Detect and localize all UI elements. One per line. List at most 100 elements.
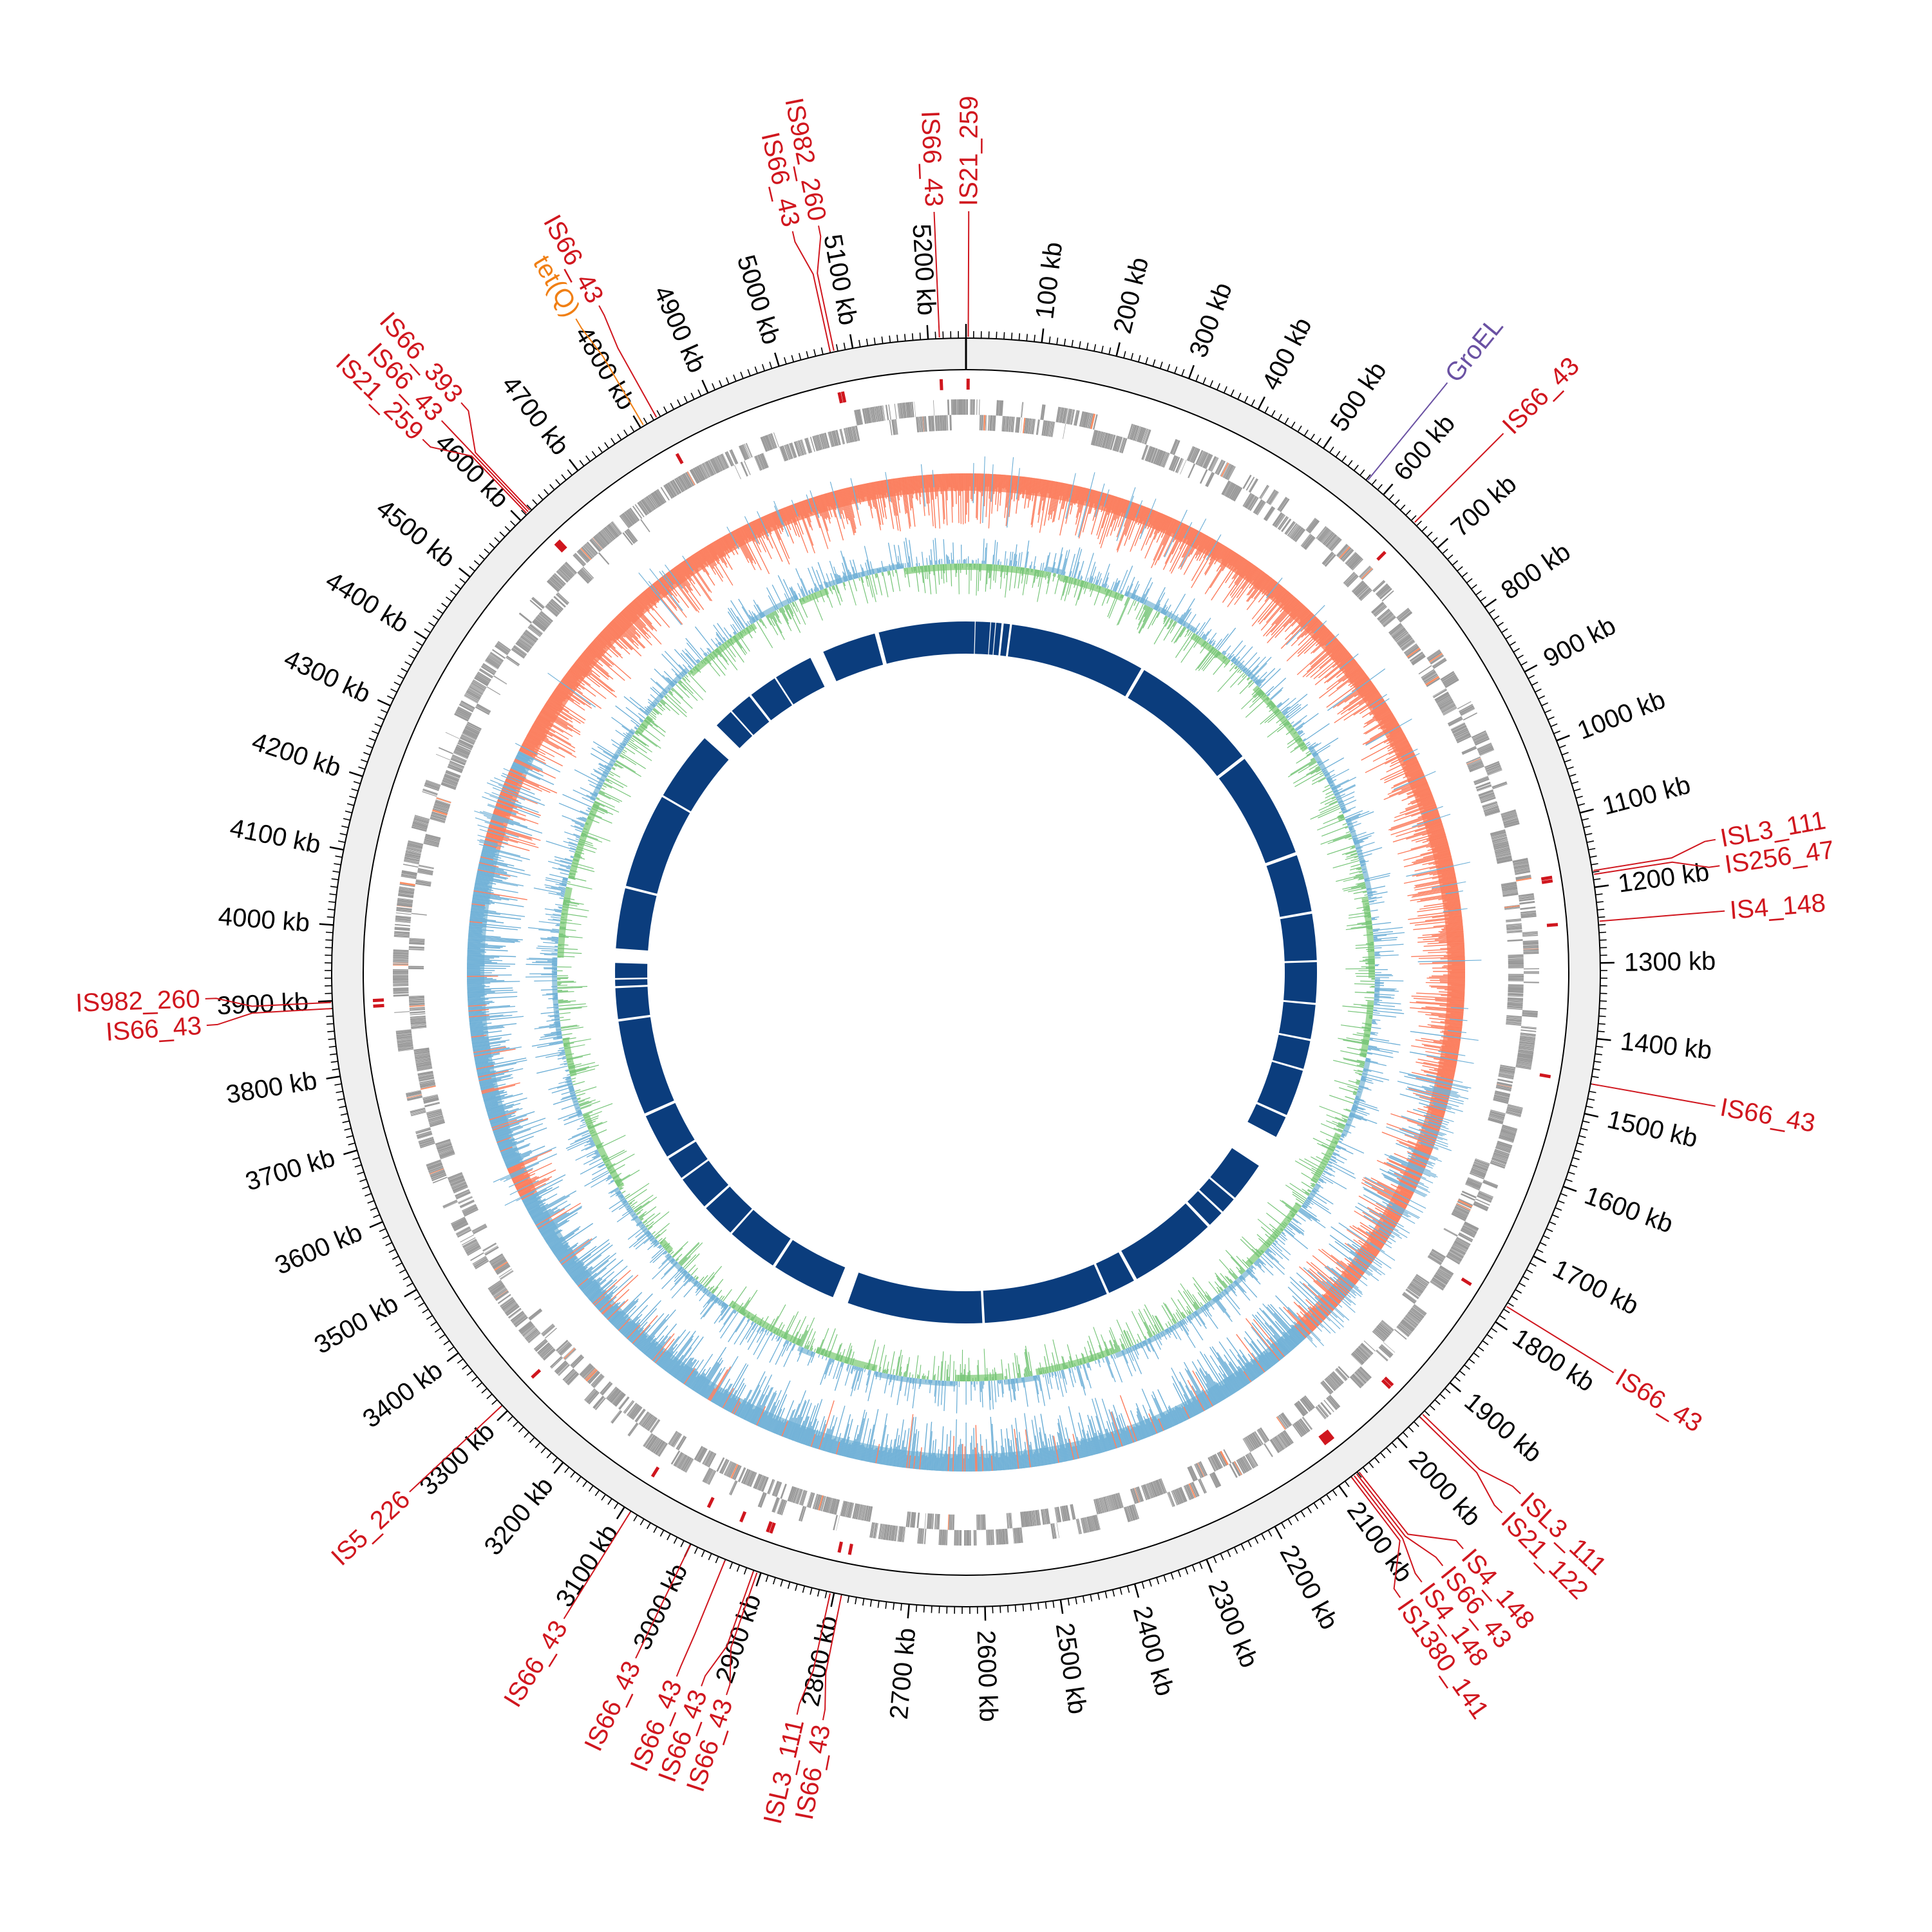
tick-label: 400 kb bbox=[1256, 313, 1317, 395]
tick-label: 2000 kb bbox=[1403, 1445, 1486, 1531]
is-element-mark bbox=[769, 1522, 776, 1534]
tick-label: 4400 kb bbox=[321, 566, 413, 638]
is-element-mark bbox=[939, 379, 943, 390]
annotation-connector bbox=[1422, 1414, 1521, 1495]
genomic-block bbox=[1008, 624, 1142, 697]
tick-label: 1900 kb bbox=[1459, 1387, 1547, 1468]
is-element-mark bbox=[1325, 1429, 1335, 1441]
tick-label: 1300 kb bbox=[1624, 947, 1716, 977]
tick-label: 4900 kb bbox=[648, 281, 711, 377]
tick-label: 2100 kb bbox=[1341, 1497, 1418, 1587]
genomic-block bbox=[716, 712, 753, 748]
tick-label: 1800 kb bbox=[1508, 1323, 1600, 1397]
gc-content-high-spikes bbox=[526, 537, 1405, 1414]
genomic-block bbox=[615, 963, 648, 978]
annotation-connector bbox=[1414, 433, 1504, 523]
annotation-connector bbox=[1358, 1472, 1464, 1549]
tick-label: 2500 kb bbox=[1050, 1621, 1092, 1716]
tick-label: 5000 kb bbox=[732, 252, 786, 348]
is-element-mark bbox=[1376, 551, 1387, 561]
tick-label: 3800 kb bbox=[224, 1066, 319, 1110]
genomic-block bbox=[1283, 962, 1318, 1003]
is-element-mark bbox=[555, 540, 566, 551]
annotation-connector bbox=[796, 1593, 831, 1715]
tick-label: 2700 kb bbox=[885, 1627, 922, 1721]
cds-reverse-strand bbox=[408, 415, 1524, 1530]
is-element-mark bbox=[739, 1511, 747, 1523]
is-element-mark bbox=[840, 391, 847, 403]
annotation-connector bbox=[1591, 1083, 1716, 1107]
genomic-block bbox=[878, 621, 966, 664]
genomic-block bbox=[683, 1160, 728, 1207]
is-element-label: IS5_226 bbox=[326, 1485, 415, 1571]
annotation-connector bbox=[409, 1405, 502, 1493]
annotation-connector bbox=[206, 1008, 332, 1027]
is-element-mark bbox=[1323, 1431, 1332, 1442]
genomic-block bbox=[776, 658, 825, 705]
is-element-mark bbox=[837, 1541, 843, 1553]
genomic-block bbox=[1199, 1179, 1234, 1212]
ideogram-ring bbox=[331, 337, 1601, 1607]
tick-label: 1700 kb bbox=[1548, 1255, 1643, 1321]
is-element-label: IS66_43 bbox=[1611, 1363, 1707, 1438]
genomic-block bbox=[615, 979, 648, 987]
genomic-block bbox=[706, 1186, 752, 1233]
tick-label: 4800 kb bbox=[569, 321, 641, 415]
tick-label: 4000 kb bbox=[217, 902, 310, 938]
genomic-block bbox=[775, 1240, 846, 1298]
genomic-block bbox=[616, 888, 657, 951]
is-element-mark bbox=[848, 1543, 853, 1555]
annotation-connector bbox=[1419, 1416, 1503, 1513]
tick-label: 4500 kb bbox=[371, 494, 460, 573]
annotation-connector bbox=[1356, 1473, 1444, 1567]
is-element-mark bbox=[1541, 879, 1553, 884]
genomic-block bbox=[1279, 1001, 1316, 1039]
is-element-label: IS66_43 bbox=[1718, 1093, 1817, 1137]
is-element-label: IS66_43 bbox=[1497, 352, 1585, 440]
tick-label: 1000 kb bbox=[1573, 685, 1669, 745]
annotation-connector bbox=[1506, 1305, 1615, 1374]
ideogram-band bbox=[332, 338, 1600, 1607]
tick-label: 600 kb bbox=[1388, 409, 1461, 486]
annotation-connector bbox=[676, 1560, 726, 1677]
annotation-connector bbox=[460, 402, 531, 511]
gc-content-track bbox=[526, 537, 1405, 1414]
genomic-block bbox=[1218, 759, 1296, 864]
tick-label: 3600 kb bbox=[271, 1218, 366, 1280]
tick-label: 2600 kb bbox=[972, 1630, 1003, 1723]
tick-label: 4600 kb bbox=[430, 428, 514, 513]
genomic-block bbox=[974, 621, 990, 655]
genomic-block bbox=[1273, 1034, 1311, 1069]
gene-label: GroEL bbox=[1439, 312, 1508, 388]
is-element-mark bbox=[650, 1466, 660, 1478]
annotation-connector bbox=[1351, 1477, 1401, 1598]
tick-label: 1600 kb bbox=[1581, 1181, 1677, 1238]
genomic-block bbox=[645, 1103, 695, 1157]
tick-label: 100 kb bbox=[1030, 240, 1068, 321]
is-element-mark bbox=[837, 392, 843, 404]
gc-content-low-band bbox=[557, 564, 1375, 1381]
genomic-block bbox=[993, 623, 1002, 656]
genomic-block bbox=[1280, 913, 1317, 961]
annotation-connector bbox=[563, 1511, 631, 1620]
genomic-block bbox=[848, 1273, 983, 1323]
is-element-mark bbox=[1383, 1376, 1394, 1387]
tick-label: 500 kb bbox=[1325, 357, 1392, 437]
scale-ticks bbox=[317, 324, 1615, 1621]
annotation-connector bbox=[635, 1544, 691, 1659]
annotation-connector bbox=[1367, 382, 1448, 481]
is-element-mark bbox=[1539, 1073, 1551, 1079]
tick-label: 200 kb bbox=[1108, 254, 1154, 336]
annotation-connector bbox=[726, 1572, 758, 1696]
genomic-block bbox=[1188, 1191, 1222, 1225]
annotation-connector bbox=[598, 305, 658, 418]
is-element-mark bbox=[372, 998, 384, 1003]
genomic-block bbox=[1095, 1252, 1134, 1293]
genomic-block bbox=[1266, 855, 1312, 917]
tick-label: 3500 kb bbox=[310, 1289, 403, 1359]
genomic-block bbox=[663, 738, 729, 811]
major-ticks bbox=[317, 324, 1615, 1621]
tick-label: 2300 kb bbox=[1202, 1576, 1264, 1671]
genomic-block bbox=[1121, 1203, 1208, 1279]
